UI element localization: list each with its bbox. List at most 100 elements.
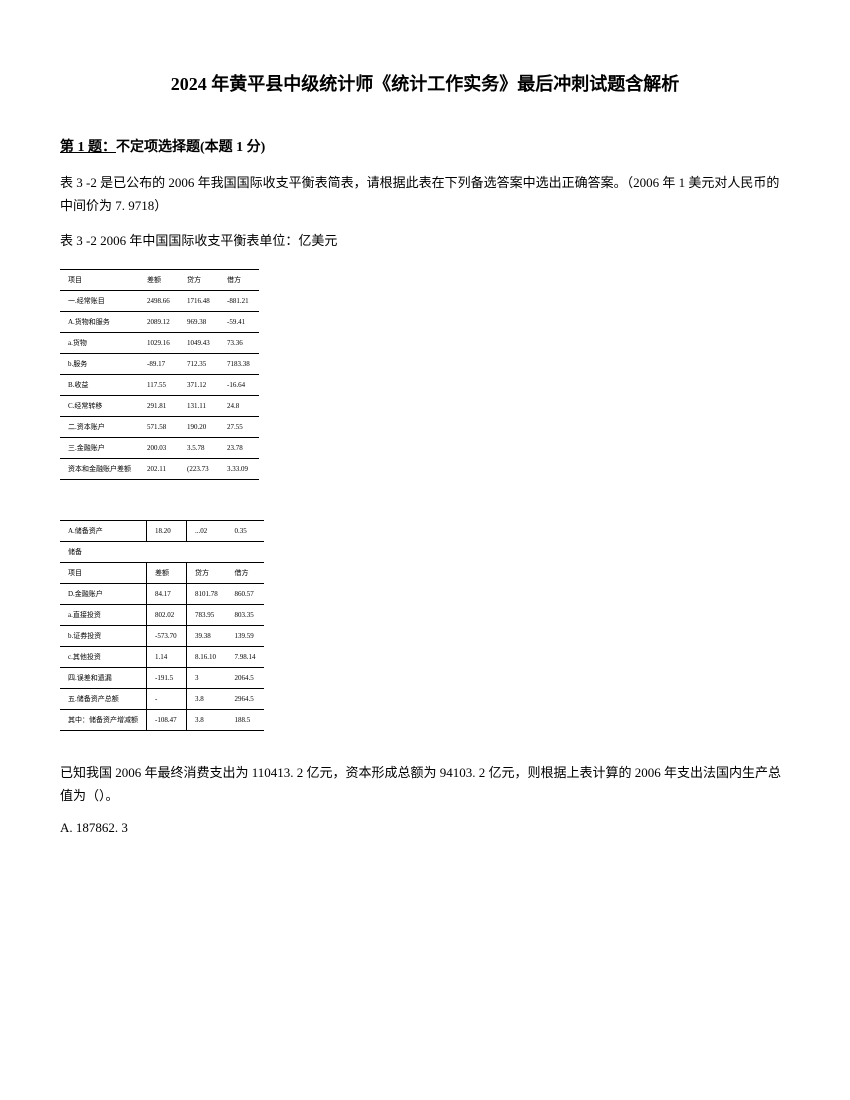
table-row: A.货物和服务 2089.12 969.38 -59.41 [60,311,259,332]
cell: 储备 [60,541,147,562]
cell: 8.16.10 [187,646,227,667]
table-row: 三.金融账户 200.03 3.5.78 23.78 [60,437,259,458]
cell: 2064.5 [227,667,264,688]
question-text: 已知我国 2006 年最终消费支出为 110413. 2 亿元，资本形成总额为 … [60,761,790,808]
header-cell: 借方 [227,562,264,583]
cell: 18.20 [147,520,187,541]
cell: b.服务 [60,353,139,374]
cell: -16.64 [219,374,259,395]
cell: 802.02 [147,604,187,625]
cell: 860.57 [227,583,264,604]
cell: 202.11 [139,458,179,479]
header-cell: 贷方 [179,269,219,290]
cell: 291.81 [139,395,179,416]
cell: 五.储备资产总额 [60,688,147,709]
cell: 3.33.09 [219,458,259,479]
cell: 23.78 [219,437,259,458]
cell: -59.41 [219,311,259,332]
cell: 24.8 [219,395,259,416]
table-row: b.服务 -89.17 712.35 7183.38 [60,353,259,374]
cell: 1.14 [147,646,187,667]
cell: 371.12 [179,374,219,395]
option-a: A. 187862. 3 [60,820,790,836]
cell: -881.21 [219,290,259,311]
document-title: 2024 年黄平县中级统计师《统计工作实务》最后冲刺试题含解析 [60,70,790,96]
question-intro: 表 3 -2 是已公布的 2006 年我国国际收支平衡表简表，请根据此表在下列备… [60,171,790,218]
header-cell: 差额 [147,562,187,583]
cell: 其中：储备资产增减额 [60,709,147,730]
table-row: 储备 [60,541,264,562]
cell: -108.47 [147,709,187,730]
cell: c.其他投资 [60,646,147,667]
cell: 三.金融账户 [60,437,139,458]
cell: 7.98.14 [227,646,264,667]
header-cell: 借方 [219,269,259,290]
cell: 803.35 [227,604,264,625]
question-number: 第 1 题： [60,140,116,155]
cell: 二.资本账户 [60,416,139,437]
cell: A.储备资产 [60,520,147,541]
cell: 四.误差和遗漏 [60,667,147,688]
table-row: 二.资本账户 571.58 190.20 27.55 [60,416,259,437]
table-row: 四.误差和遗漏 -191.5 3 2064.5 [60,667,264,688]
cell: 712.35 [179,353,219,374]
cell: 571.58 [139,416,179,437]
table-title: 表 3 -2 2006 年中国国际收支平衡表单位：亿美元 [60,230,790,249]
cell: 1716.48 [179,290,219,311]
cell: 969.38 [179,311,219,332]
table-row: D.金融账户 84.17 8101.78 860.57 [60,583,264,604]
cell: 1029.16 [139,332,179,353]
cell: 39.38 [187,625,227,646]
cell: 139.59 [227,625,264,646]
cell: 117.55 [139,374,179,395]
cell: 3.8 [187,688,227,709]
balance-table-2: A.储备资产 18.20 ...02 0.35 储备 项目 差额 贷方 借方 D… [60,520,264,731]
table-row: 五.储备资产总额 - 3.8 2964.5 [60,688,264,709]
table-row: b.证券投资 -573.70 39.38 139.59 [60,625,264,646]
table-row: B.收益 117.55 371.12 -16.64 [60,374,259,395]
cell: 3.8 [187,709,227,730]
cell: -573.70 [147,625,187,646]
cell: (223.73 [179,458,219,479]
cell: b.证券投资 [60,625,147,646]
cell: 783.95 [187,604,227,625]
table-header-row: 项目 差额 贷方 借方 [60,562,264,583]
header-cell: 项目 [60,562,147,583]
cell: B.收益 [60,374,139,395]
cell: 资本和金融账户差额 [60,458,139,479]
cell: 3 [187,667,227,688]
table-row: C.经常转移 291.81 131.11 24.8 [60,395,259,416]
table-header-row: 项目 差额 贷方 借方 [60,269,259,290]
question-header: 第 1 题：不定项选择题(本题 1 分) [60,136,790,156]
header-cell: 项目 [60,269,139,290]
cell: - [147,688,187,709]
cell: 73.36 [219,332,259,353]
cell: 190.20 [179,416,219,437]
cell: 131.11 [179,395,219,416]
header-cell: 差额 [139,269,179,290]
cell: 84.17 [147,583,187,604]
cell: 3.5.78 [179,437,219,458]
cell: 2498.66 [139,290,179,311]
cell: C.经常转移 [60,395,139,416]
cell: a.直接投资 [60,604,147,625]
cell: 一.经常账目 [60,290,139,311]
cell: 1049.43 [179,332,219,353]
table-row: c.其他投资 1.14 8.16.10 7.98.14 [60,646,264,667]
cell: 27.55 [219,416,259,437]
cell: A.货物和服务 [60,311,139,332]
header-cell: 贷方 [187,562,227,583]
cell: -89.17 [139,353,179,374]
cell: 2089.12 [139,311,179,332]
table-row: 其中：储备资产增减额 -108.47 3.8 188.5 [60,709,264,730]
cell: ...02 [187,520,227,541]
cell: 200.03 [139,437,179,458]
table-row: 一.经常账目 2498.66 1716.48 -881.21 [60,290,259,311]
cell: -191.5 [147,667,187,688]
table-row: A.储备资产 18.20 ...02 0.35 [60,520,264,541]
table-row: 资本和金融账户差额 202.11 (223.73 3.33.09 [60,458,259,479]
question-type: 不定项选择题(本题 1 分) [116,140,265,155]
cell: 188.5 [227,709,264,730]
cell: D.金融账户 [60,583,147,604]
cell: 8101.78 [187,583,227,604]
